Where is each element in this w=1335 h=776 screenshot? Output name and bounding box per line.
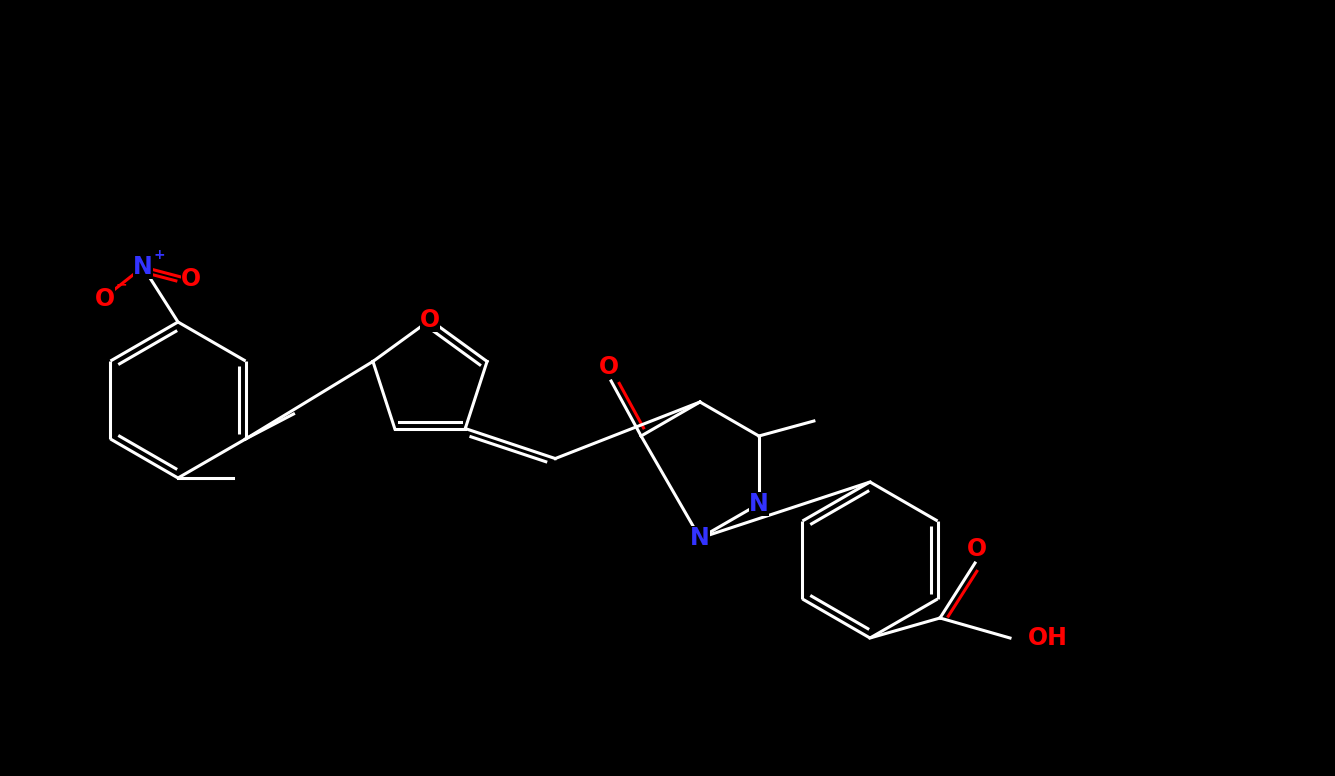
Text: O: O: [421, 308, 441, 332]
Text: N: N: [749, 492, 769, 516]
Text: O: O: [967, 537, 987, 561]
Text: O: O: [182, 267, 202, 291]
Text: N: N: [134, 255, 154, 279]
Text: N: N: [690, 526, 710, 550]
Text: OH: OH: [1028, 626, 1068, 650]
Text: −: −: [116, 277, 128, 291]
Text: +: +: [154, 248, 166, 262]
Text: O: O: [95, 287, 115, 311]
Text: O: O: [599, 355, 619, 379]
